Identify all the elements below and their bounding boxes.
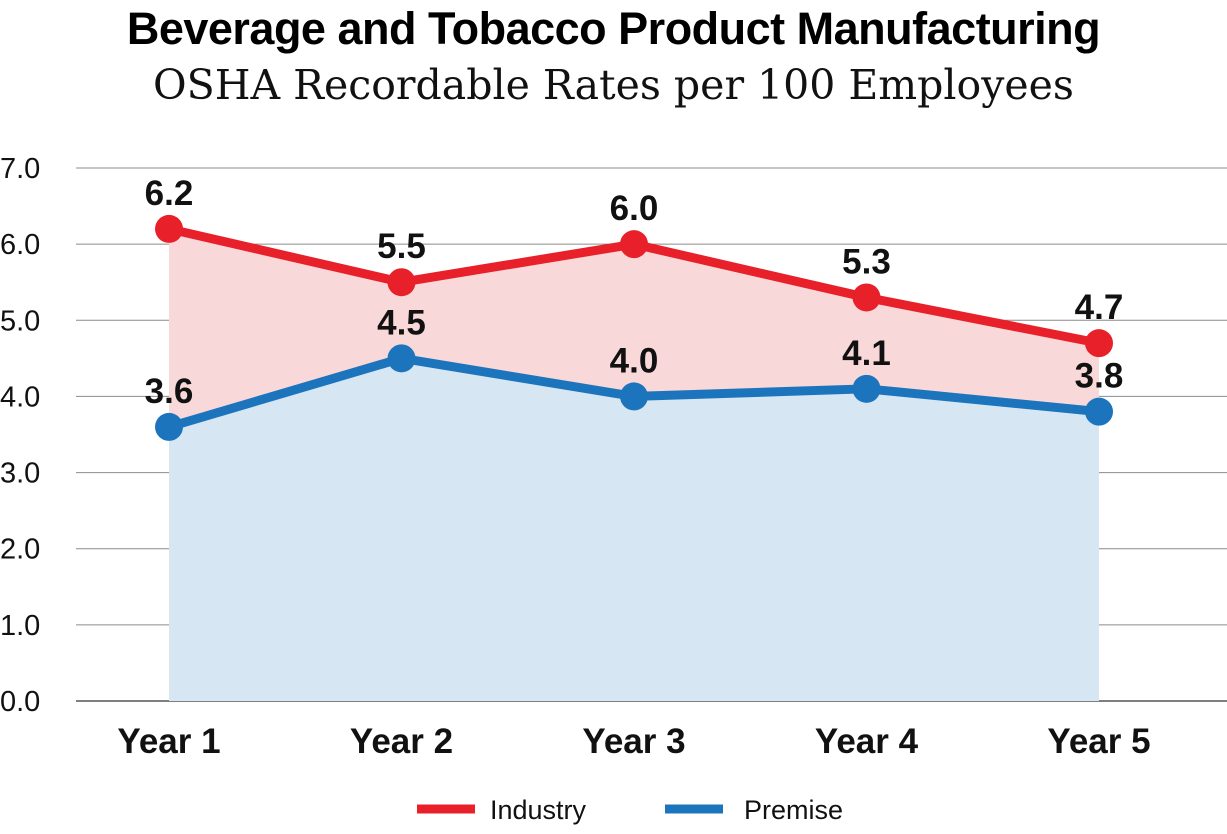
x-category-label: Year 5 [1047,722,1150,761]
x-category-label: Year 4 [815,722,919,761]
data-point-premise [155,412,183,441]
chart-subtitle: OSHA Recordable Rates per 100 Employees [153,61,1074,109]
legend: Industry Premise [417,795,843,825]
data-point-premise [1085,397,1113,426]
area-fills [169,228,1099,701]
y-tick-label: 6.0 [0,229,40,261]
chart-text: 0.0 1.0 2.0 3.0 4.0 5.0 6.0 7.0 Year 1 Year 2 Year… [0,153,1151,761]
data-point-industry [155,214,183,243]
data-label: 6.0 [610,189,659,228]
data-point-industry [620,230,648,259]
legend-label-premise: Premise [744,795,843,825]
y-tick-label: 7.0 [0,153,40,185]
data-point-premise [620,382,648,411]
data-point-industry [1085,329,1113,358]
y-tick-label: 0.0 [0,686,40,718]
area-fill-premise [169,358,1099,701]
data-label: 4.5 [377,303,426,342]
data-label: 6.2 [145,174,194,213]
data-point-premise [852,374,881,403]
data-label: 5.5 [377,227,426,266]
y-tick-label: 4.0 [0,381,40,413]
chart-title: Beverage and Tobacco Product Manufacturi… [126,3,1101,54]
y-tick-label: 3.0 [0,458,40,490]
data-label: 4.1 [842,334,891,373]
x-category-label: Year 3 [582,722,685,761]
legend-label-industry: Industry [490,795,587,825]
data-point-industry [387,268,416,297]
y-tick-label: 1.0 [0,610,40,642]
data-label: 3.8 [1075,357,1124,396]
data-point-industry [852,283,881,312]
y-tick-label: 2.0 [0,534,40,566]
data-label: 4.7 [1075,288,1124,327]
data-points [155,214,1113,441]
data-point-premise [387,344,416,373]
x-category-label: Year 2 [350,722,453,761]
y-tick-label: 5.0 [0,305,40,337]
x-category-label: Year 1 [117,722,220,761]
data-label: 5.3 [842,242,891,281]
data-label: 4.0 [610,341,659,380]
data-label: 3.6 [145,372,194,411]
